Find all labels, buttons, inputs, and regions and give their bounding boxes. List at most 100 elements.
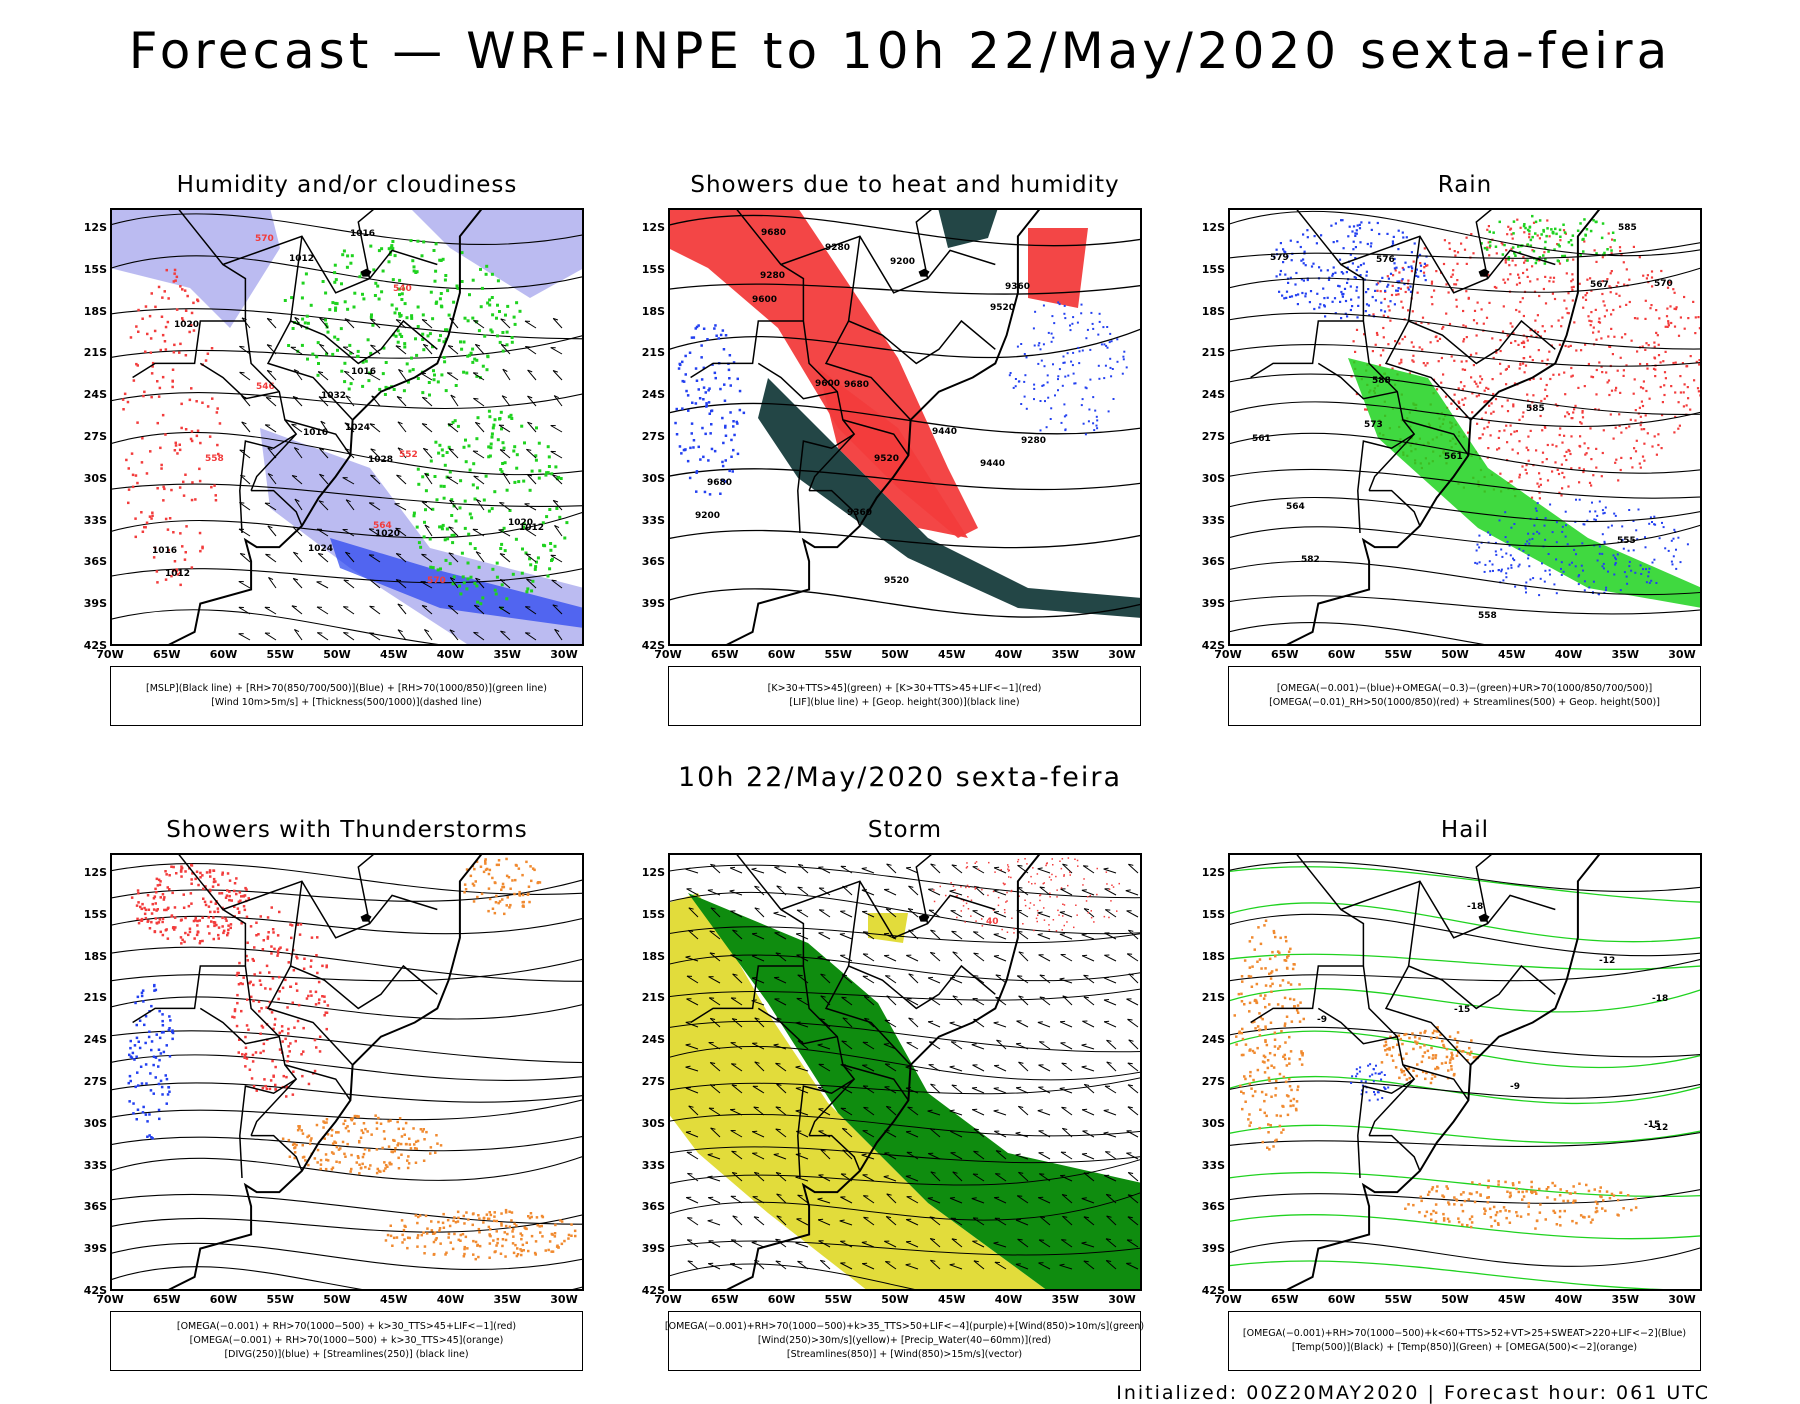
legend-thunder: [OMEGA(−0.001) + RH>70(1000−500) + k>30_…	[110, 1311, 583, 1371]
lat-tick-label: 12S	[77, 221, 107, 234]
lat-tick-label: 21S	[1195, 991, 1225, 1004]
main-title: Forecast — WRF-INPE to 10h 22/May/2020 s…	[0, 22, 1800, 80]
lat-tick-label: 15S	[635, 908, 665, 921]
subtitle: 10h 22/May/2020 sexta-feira	[0, 762, 1800, 793]
legend-line: [MSLP](Black line) + [RH>70(850/700/500)…	[146, 682, 547, 696]
legend-line: [OMEGA(−0.001)+RH>70(1000−500)+k<60+TTS>…	[1243, 1327, 1686, 1341]
contour-label: 1020	[174, 320, 199, 330]
lon-tick-label: 50W	[317, 1293, 357, 1306]
lon-tick-label: 70W	[90, 648, 130, 661]
lon-tick-label: 50W	[875, 648, 915, 661]
lon-tick-label: 45W	[932, 1293, 972, 1306]
lat-tick-label: 33S	[635, 514, 665, 527]
lat-tick-label: 33S	[1195, 514, 1225, 527]
contour-label: 585	[1618, 223, 1637, 233]
contour-label: -15	[1644, 1120, 1660, 1130]
contour-label: 564	[373, 521, 392, 531]
lon-tick-label: 40W	[1549, 648, 1589, 661]
lat-tick-label: 12S	[635, 221, 665, 234]
legend-hail: [OMEGA(−0.001)+RH>70(1000−500)+k<60+TTS>…	[1228, 1311, 1701, 1371]
legend-line: [Wind(250)>30m/s](yellow)+ [Precip_Water…	[758, 1334, 1051, 1348]
lon-tick-label: 40W	[1549, 1293, 1589, 1306]
contour-label: 540	[393, 284, 412, 294]
contour-label: 9440	[980, 459, 1005, 469]
map-humidity: 1016101610201020102410121016101210241028…	[110, 208, 584, 646]
lon-tick-label: 65W	[1265, 1293, 1305, 1306]
contour-label: 579	[1270, 253, 1289, 263]
lat-tick-label: 27S	[635, 1075, 665, 1088]
lon-tick-label: 70W	[1208, 648, 1248, 661]
lon-tick-label: 45W	[374, 1293, 414, 1306]
lon-tick-label: 40W	[989, 648, 1029, 661]
legend-line: [OMEGA(−0.001)−(blue)+OMEGA(−0.3)−(green…	[1277, 682, 1652, 696]
lon-tick-label: 45W	[932, 648, 972, 661]
legend-line: [OMEGA(−0.01)_RH>50(1000/850)(red) + Str…	[1269, 696, 1660, 710]
contour-label: -9	[1510, 1082, 1520, 1092]
lat-tick-label: 30S	[635, 1117, 665, 1130]
contour-label: 570	[1654, 279, 1673, 289]
lon-tick-label: 60W	[762, 1293, 802, 1306]
panel-title-showers: Showers due to heat and humidity	[668, 172, 1142, 198]
lat-tick-label: 36S	[77, 555, 107, 568]
lon-tick-label: 70W	[90, 1293, 130, 1306]
lon-tick-label: 40W	[989, 1293, 1029, 1306]
contour-label: 9680	[707, 478, 732, 488]
lat-tick-label: 36S	[1195, 1200, 1225, 1213]
contour-label: 552	[399, 450, 418, 460]
lon-tick-label: 30W	[1102, 648, 1142, 661]
contour-label: 9200	[890, 257, 915, 267]
contour-label: 9680	[844, 380, 869, 390]
lon-tick-label: 45W	[1492, 1293, 1532, 1306]
lat-tick-label: 36S	[635, 555, 665, 568]
lon-tick-label: 50W	[875, 1293, 915, 1306]
contour-label: 9280	[1021, 436, 1046, 446]
lon-tick-label: 35W	[487, 1293, 527, 1306]
contour-label: 9520	[884, 576, 909, 586]
map-hail: -12-12-15-18-15-18-9-9	[1228, 853, 1702, 1291]
lon-tick-label: 40W	[431, 1293, 471, 1306]
contour-label: -15	[1454, 1005, 1470, 1015]
lon-tick-label: 35W	[1605, 1293, 1645, 1306]
lat-tick-label: 15S	[1195, 263, 1225, 276]
contour-label: 564	[1286, 502, 1305, 512]
contour-label: 9520	[990, 303, 1015, 313]
lon-tick-label: 55W	[818, 648, 858, 661]
lat-tick-label: 15S	[1195, 908, 1225, 921]
lat-tick-label: 24S	[635, 388, 665, 401]
lon-tick-label: 70W	[648, 648, 688, 661]
contour-label: 40	[986, 917, 999, 927]
lon-tick-label: 65W	[705, 1293, 745, 1306]
contour-label: 561	[1444, 452, 1463, 462]
lat-tick-label: 33S	[77, 1159, 107, 1172]
lat-tick-label: 39S	[77, 1242, 107, 1255]
lon-tick-label: 30W	[1662, 1293, 1702, 1306]
contour-label: 1012	[289, 254, 314, 264]
lon-tick-label: 65W	[147, 648, 187, 661]
contour-label: 9280	[760, 271, 785, 281]
lat-tick-label: 33S	[635, 1159, 665, 1172]
contour-label: 1016	[351, 367, 376, 377]
lat-tick-label: 39S	[635, 597, 665, 610]
lat-tick-label: 18S	[77, 305, 107, 318]
lat-tick-label: 24S	[1195, 1033, 1225, 1046]
lon-tick-label: 70W	[1208, 1293, 1248, 1306]
lat-tick-label: 27S	[77, 1075, 107, 1088]
lat-tick-label: 30S	[1195, 1117, 1225, 1130]
contour-label: 570	[255, 234, 274, 244]
lat-tick-label: 15S	[77, 263, 107, 276]
lat-tick-label: 21S	[77, 346, 107, 359]
lon-tick-label: 50W	[1435, 1293, 1475, 1306]
lat-tick-label: 27S	[77, 430, 107, 443]
lat-tick-label: 36S	[1195, 555, 1225, 568]
panel-title-humidity: Humidity and/or cloudiness	[110, 172, 584, 198]
lon-tick-label: 35W	[1605, 648, 1645, 661]
lon-tick-label: 35W	[1045, 1293, 1085, 1306]
contour-label: 1028	[368, 455, 393, 465]
contour-label: 576	[1376, 255, 1395, 265]
lon-tick-label: 55W	[1378, 1293, 1418, 1306]
legend-line: [Temp(500)](Black) + [Temp(850)](Green) …	[1292, 1341, 1637, 1355]
legend-line: [DIVG(250)](blue) + [Streamlines(250)] (…	[224, 1348, 468, 1362]
contour-label: -18	[1652, 994, 1668, 1004]
contour-label: -12	[1599, 956, 1615, 966]
